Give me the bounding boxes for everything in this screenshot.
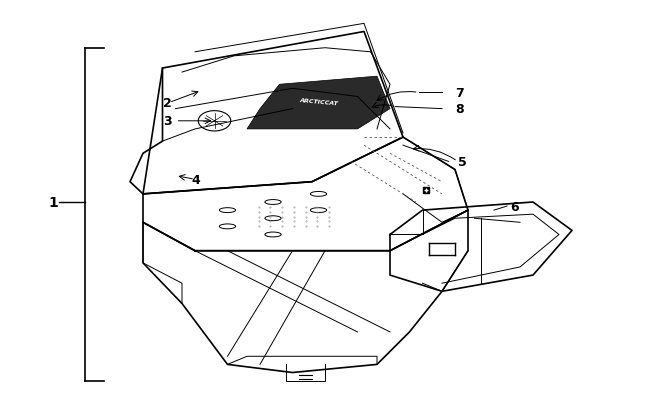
Text: 7: 7: [455, 87, 463, 100]
Polygon shape: [247, 77, 390, 130]
Text: 4: 4: [192, 174, 200, 187]
Text: 3: 3: [164, 115, 172, 128]
Text: 6: 6: [510, 200, 519, 213]
Text: 2: 2: [164, 97, 172, 110]
Text: 8: 8: [455, 103, 463, 116]
Text: ARCTICCAT: ARCTICCAT: [299, 98, 338, 106]
Text: 5: 5: [458, 156, 467, 168]
Text: 1: 1: [49, 196, 58, 209]
